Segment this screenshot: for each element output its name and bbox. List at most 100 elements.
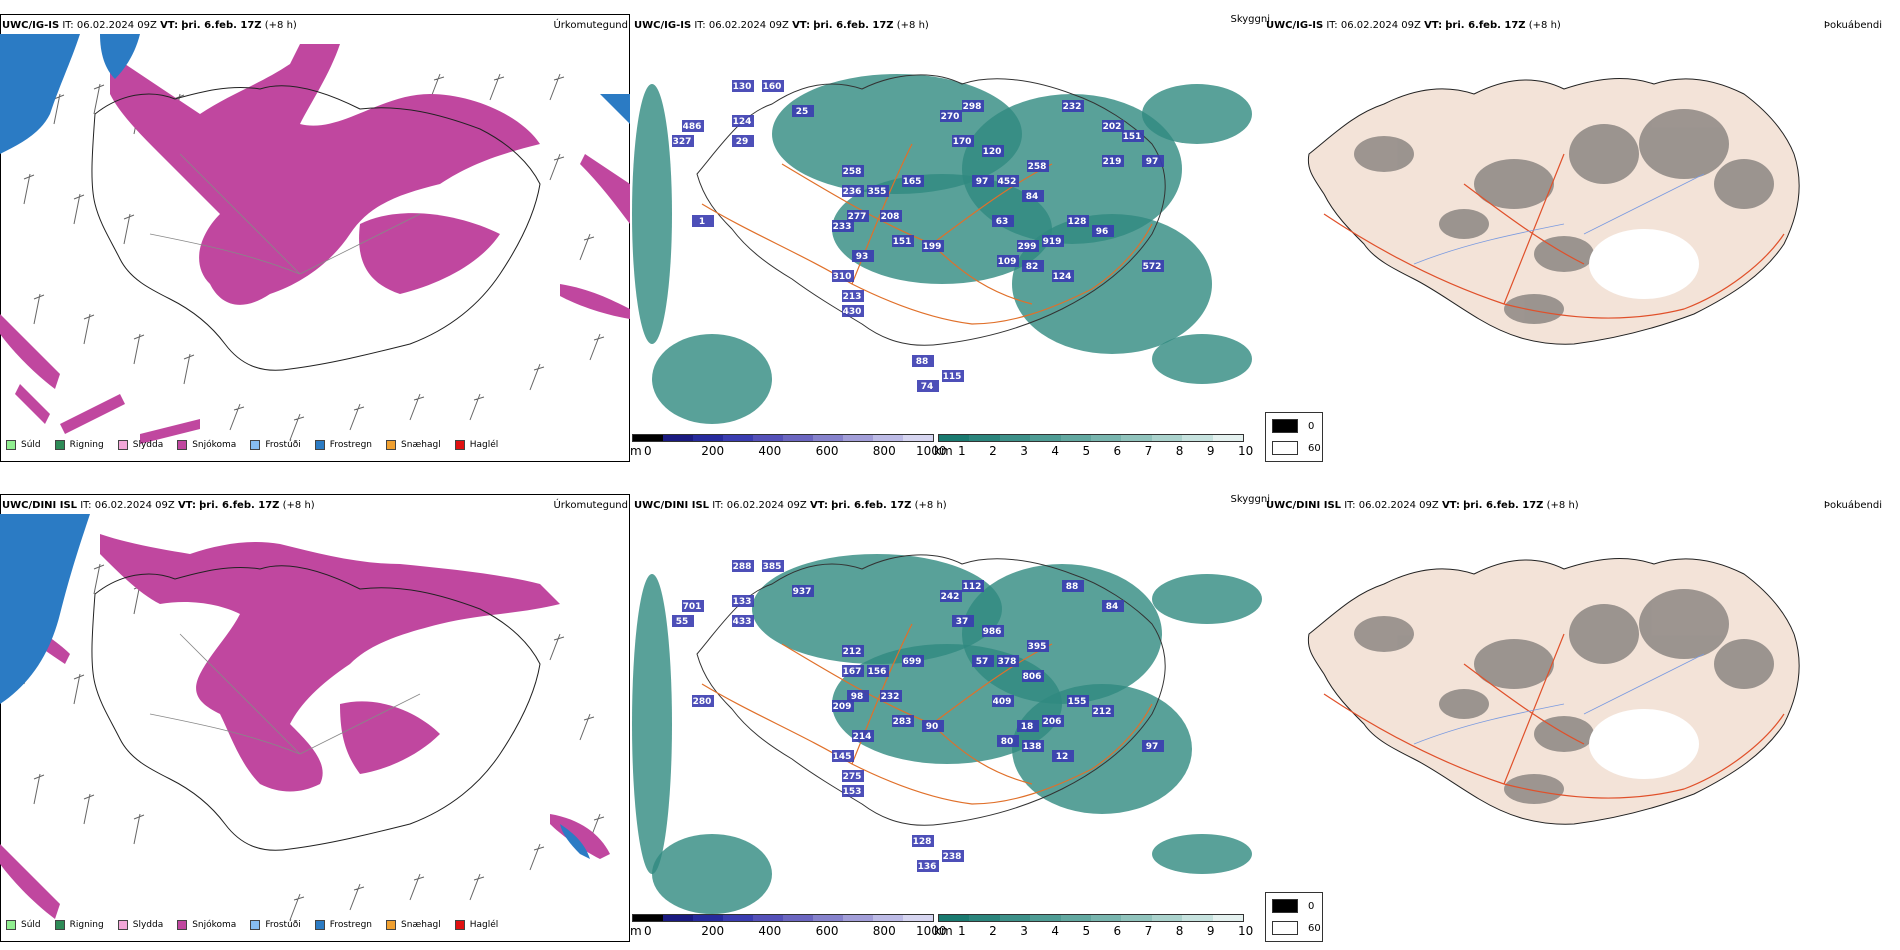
visibility-tick: 6 xyxy=(1113,924,1122,938)
cloud-base-patch xyxy=(982,625,1004,637)
visibility-area xyxy=(632,84,672,344)
cloud-base-label: 97 xyxy=(1146,742,1159,752)
cloud-base-patch xyxy=(832,220,854,232)
legend-label: Frostúði xyxy=(265,440,301,450)
it-value: 06.02.2024 09Z xyxy=(94,500,175,511)
cloud-base-label: 63 xyxy=(996,217,1009,227)
cloud-base-label: 88 xyxy=(916,357,929,367)
legend-item-snjokoma: Snjókoma xyxy=(177,920,236,930)
cloud-base-patch xyxy=(992,695,1014,707)
fog-index-map xyxy=(1307,558,1800,825)
legend-label: Súld xyxy=(21,920,41,930)
forecast-row-dini: UWC/DINI ISL IT: 06.02.2024 09Z VT: þri.… xyxy=(0,480,1900,950)
legend-label: Snæhagl xyxy=(401,440,441,450)
cloud-base-label: 97 xyxy=(1146,157,1159,167)
cloud-base-label: 156 xyxy=(868,667,887,677)
visibility-title: Skyggni xyxy=(1230,14,1270,25)
cloud-base-label: 209 xyxy=(833,702,852,712)
cloud-base-label: 133 xyxy=(733,597,752,607)
cloud-base-patch xyxy=(842,290,864,302)
cloud-base-patch xyxy=(952,135,974,147)
it-value: 06.02.2024 09Z xyxy=(726,500,807,511)
cloud-base-patch xyxy=(672,135,694,147)
cloud-base-colorbar xyxy=(632,434,934,442)
cloud-base-tick: 200 xyxy=(701,924,725,938)
visibility-area xyxy=(652,334,772,424)
cloud-base-label: 430 xyxy=(843,307,862,317)
cloud-base-label: 327 xyxy=(673,137,692,147)
cloud-base-label: 25 xyxy=(796,107,809,117)
cloud-base-patch xyxy=(1022,670,1044,682)
legend-swatch xyxy=(117,920,128,930)
cloud-base-label: 167 xyxy=(843,667,862,677)
legend-item-slydda: Slydda xyxy=(117,440,163,450)
cloud-base-label: 806 xyxy=(1023,672,1042,682)
legend-item-rigning: Rigning xyxy=(54,440,104,450)
legend-label: Frostúði xyxy=(265,920,301,930)
cloud-base-label: 96 xyxy=(1096,227,1109,237)
cloud-base-label: 214 xyxy=(853,732,872,742)
cloud-base-tick: 400 xyxy=(758,924,782,938)
visibility-area xyxy=(772,74,1022,194)
cloud-base-patch xyxy=(842,665,864,677)
cloud-base-tick: 200 xyxy=(701,444,725,458)
visibility-map: 130 160 486 124 327 25 29 1 258 236 355 165 277 208 15… xyxy=(632,74,1252,424)
legend-swatch xyxy=(54,440,65,450)
precip-legend: Súld Rigning Slydda Snjókoma Frostúði Fr… xyxy=(6,436,498,454)
cloud-base-patch xyxy=(672,615,694,627)
fog-label: 60 xyxy=(1308,922,1321,934)
cloud-base-tick: 800 xyxy=(872,444,896,458)
cloud-base-label: 128 xyxy=(913,837,932,847)
legend-label: Frostregn xyxy=(329,920,373,930)
cloud-base-patch xyxy=(1027,640,1049,652)
cloud-base-patch xyxy=(962,100,984,112)
it-value: 06.02.2024 09Z xyxy=(708,20,789,31)
visibility-colorbar xyxy=(938,434,1244,442)
fog-label: 60 xyxy=(1308,442,1321,454)
cloud-base-unit: m xyxy=(630,444,642,458)
cloud-base-patch xyxy=(1142,155,1164,167)
visibility-tick: 4 xyxy=(1051,924,1059,938)
model-name: UWC/IG-IS xyxy=(1266,20,1324,31)
legend-swatch xyxy=(54,920,65,930)
visibility-area xyxy=(652,834,772,914)
legend-item-frostudi: Frostúði xyxy=(250,920,301,930)
cloud-base-patch xyxy=(997,255,1019,267)
cloud-base-label: 258 xyxy=(843,167,862,177)
visibility-tick: 8 xyxy=(1175,444,1184,458)
cloud-base-patch xyxy=(847,690,869,702)
cloud-base-patch xyxy=(880,690,902,702)
cloud-base-patch xyxy=(792,585,814,597)
cloud-base-patch xyxy=(1092,225,1114,237)
it-label: IT: xyxy=(62,20,74,31)
precip-legend: Súld Rigning Slydda Snjókoma Frostúði Fr… xyxy=(6,916,498,934)
cloud-base-label: 232 xyxy=(881,692,900,702)
cloud-base-patch xyxy=(940,590,962,602)
cloud-base-label: 1 xyxy=(699,217,705,227)
lead-time: (+8 h) xyxy=(896,20,929,31)
cloud-base-label: 115 xyxy=(943,372,962,382)
cloud-base-tick: 400 xyxy=(758,444,782,458)
cloud-base-label: 270 xyxy=(941,112,960,122)
cloud-base-patch xyxy=(1067,215,1089,227)
cloud-base-patch xyxy=(762,80,784,92)
cloud-base-patch xyxy=(892,235,914,247)
precip-type-panel: UWC/IG-IS IT: 06.02.2024 09Z VT: þri. 6.… xyxy=(0,0,632,470)
vt-label: VT: xyxy=(1441,500,1460,511)
cloud-base-tick: 0 xyxy=(644,924,652,938)
cloud-base-patch xyxy=(1042,235,1064,247)
vt-value: þri. 6.feb. 17Z xyxy=(1463,500,1544,511)
cloud-base-patch xyxy=(832,700,854,712)
legend-label: Snæhagl xyxy=(401,920,441,930)
legend-swatch xyxy=(386,440,397,450)
cloud-base-label: 18 xyxy=(1021,722,1034,732)
cloud-base-patch xyxy=(1102,155,1124,167)
cloud-base-label: 233 xyxy=(833,222,852,232)
vt-label: VT: xyxy=(160,20,179,31)
iceland-outline xyxy=(91,85,541,371)
cloud-base-patch xyxy=(962,580,984,592)
precip-type-panel: UWC/DINI ISL IT: 06.02.2024 09Z VT: þri.… xyxy=(0,480,632,950)
visibility-area xyxy=(962,564,1162,704)
cloud-base-patch xyxy=(1022,260,1044,272)
legend-swatch xyxy=(386,920,397,930)
